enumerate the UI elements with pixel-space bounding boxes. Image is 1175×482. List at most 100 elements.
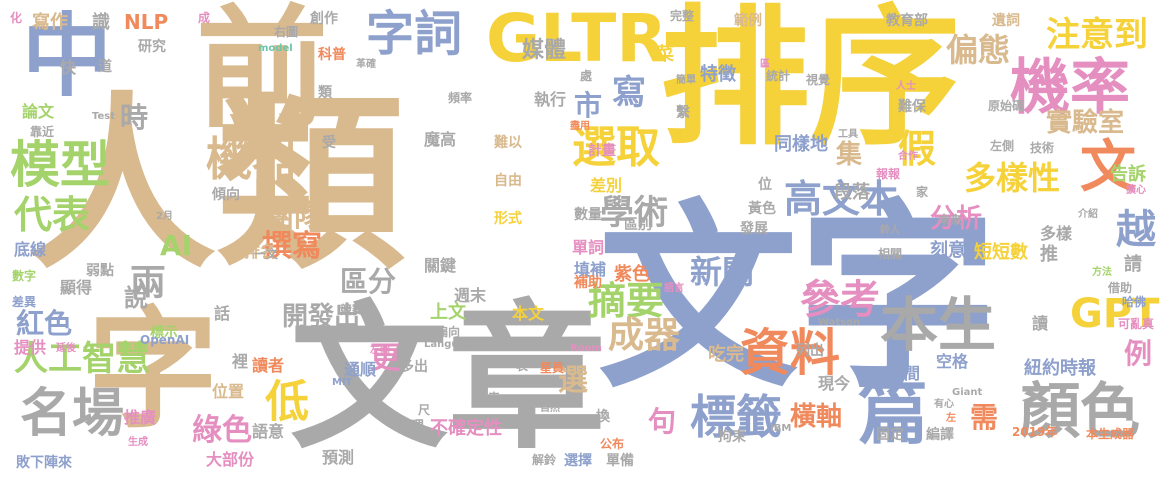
word: 視覺 bbox=[806, 73, 831, 87]
word: 借助 bbox=[1108, 281, 1133, 295]
word: 句 bbox=[648, 405, 677, 438]
word: 盡用 bbox=[570, 121, 590, 132]
word: 告訴 bbox=[1110, 164, 1146, 185]
word: 革確 bbox=[356, 59, 376, 70]
word: NLP bbox=[124, 10, 169, 34]
word: 代表 bbox=[14, 193, 91, 237]
word: IBM bbox=[770, 423, 792, 434]
word: 底線 bbox=[14, 240, 47, 259]
word: 敗下陣來 bbox=[16, 455, 72, 471]
word: 偏向 bbox=[436, 325, 461, 339]
word: 多樣性 bbox=[964, 159, 1061, 197]
word: 讀者 bbox=[252, 356, 285, 375]
word: 讀 bbox=[1032, 314, 1049, 333]
word: 難保 bbox=[898, 99, 926, 115]
word: 更 bbox=[370, 341, 400, 376]
word: 成器 bbox=[608, 315, 681, 356]
word: 紅色 bbox=[16, 307, 73, 340]
word: 綠色 bbox=[192, 413, 252, 448]
word: 哈佛 bbox=[1122, 295, 1147, 309]
word: 列出 bbox=[796, 343, 824, 359]
word: 開發出 bbox=[282, 302, 361, 332]
word: 表 bbox=[516, 359, 529, 373]
word: 時 bbox=[120, 101, 149, 134]
word: 圖表 bbox=[476, 391, 501, 405]
word: 吃完 bbox=[708, 344, 744, 365]
word: 本生成器 bbox=[1086, 427, 1135, 441]
word: 偏態 bbox=[946, 31, 1011, 69]
word: GPT bbox=[1070, 291, 1160, 337]
word: 識 bbox=[92, 12, 110, 33]
word: 數量 bbox=[574, 207, 602, 223]
word: 自由 bbox=[494, 173, 522, 189]
word: 左 bbox=[946, 413, 956, 424]
word: 可亂真 bbox=[1118, 317, 1155, 331]
word: 短短數 bbox=[974, 242, 1028, 263]
word: 請 bbox=[1124, 254, 1142, 275]
word: 菜 bbox=[656, 44, 674, 65]
word: 簡單 bbox=[676, 75, 696, 86]
word: 說 bbox=[124, 284, 148, 312]
word: 競賽 bbox=[340, 303, 365, 317]
word: 人士 bbox=[896, 81, 916, 92]
word: 補助 bbox=[574, 275, 602, 291]
word: Language bbox=[424, 339, 480, 350]
word: Harvard bbox=[370, 327, 416, 338]
word: 段落 bbox=[834, 182, 870, 203]
word: 兩 bbox=[130, 263, 167, 304]
word: 公布 bbox=[600, 437, 625, 451]
word: 話 bbox=[214, 304, 231, 323]
word: 標示 bbox=[150, 325, 178, 341]
word: 空格 bbox=[936, 352, 969, 371]
word: 相關 bbox=[878, 247, 903, 261]
word: 家 bbox=[916, 185, 929, 199]
word: Room bbox=[570, 343, 602, 354]
word: 機器 bbox=[206, 132, 298, 186]
word: 大部份 bbox=[206, 450, 255, 469]
word: 前 bbox=[196, 0, 328, 147]
word: 資料 bbox=[740, 324, 840, 382]
word: OpenAI bbox=[140, 333, 190, 347]
word: 創作 bbox=[310, 11, 338, 27]
word: 生成 bbox=[128, 437, 148, 448]
word: 多出 bbox=[400, 359, 428, 375]
word: 填補 bbox=[574, 260, 607, 279]
word: 文 bbox=[1080, 135, 1136, 200]
word: 右圖 bbox=[274, 25, 299, 39]
word: 本生 bbox=[880, 291, 997, 359]
word: 越 bbox=[1116, 207, 1156, 253]
word: 裡 bbox=[232, 352, 249, 371]
word: 方法 bbox=[1092, 267, 1112, 278]
word: 語意 bbox=[252, 422, 285, 441]
word: 工具 bbox=[838, 129, 858, 140]
word: 單備 bbox=[606, 453, 634, 469]
word: 排名 bbox=[244, 242, 277, 261]
word: 道 bbox=[98, 59, 112, 75]
word: 論文 bbox=[22, 102, 55, 121]
word: 教育部 bbox=[886, 13, 928, 29]
word: 顏色 bbox=[1020, 377, 1140, 447]
word: 撰寫 bbox=[262, 229, 322, 264]
word: 名場 bbox=[20, 384, 125, 444]
word: 範例 bbox=[734, 13, 762, 29]
word: 弱點 bbox=[86, 263, 114, 279]
word: 語言 bbox=[664, 283, 684, 294]
word: 區分 bbox=[340, 265, 397, 298]
word: 寫 bbox=[612, 73, 646, 113]
word: 2月 bbox=[156, 211, 173, 222]
word: 新聞 bbox=[690, 253, 755, 291]
word: 上文 bbox=[430, 302, 466, 323]
word: 中 bbox=[22, 4, 112, 109]
word: 篇 bbox=[858, 372, 928, 454]
word: 發展 bbox=[740, 221, 768, 237]
word: 預測 bbox=[322, 448, 355, 467]
word: 位置 bbox=[212, 382, 245, 401]
word: 完整 bbox=[670, 9, 695, 23]
word: 換 bbox=[596, 409, 610, 425]
word: 套 bbox=[316, 329, 326, 340]
word: 低 bbox=[257, 378, 308, 422]
word: 選 bbox=[558, 363, 588, 398]
word: 提供 bbox=[14, 338, 47, 357]
word: 標籤 bbox=[690, 390, 782, 444]
